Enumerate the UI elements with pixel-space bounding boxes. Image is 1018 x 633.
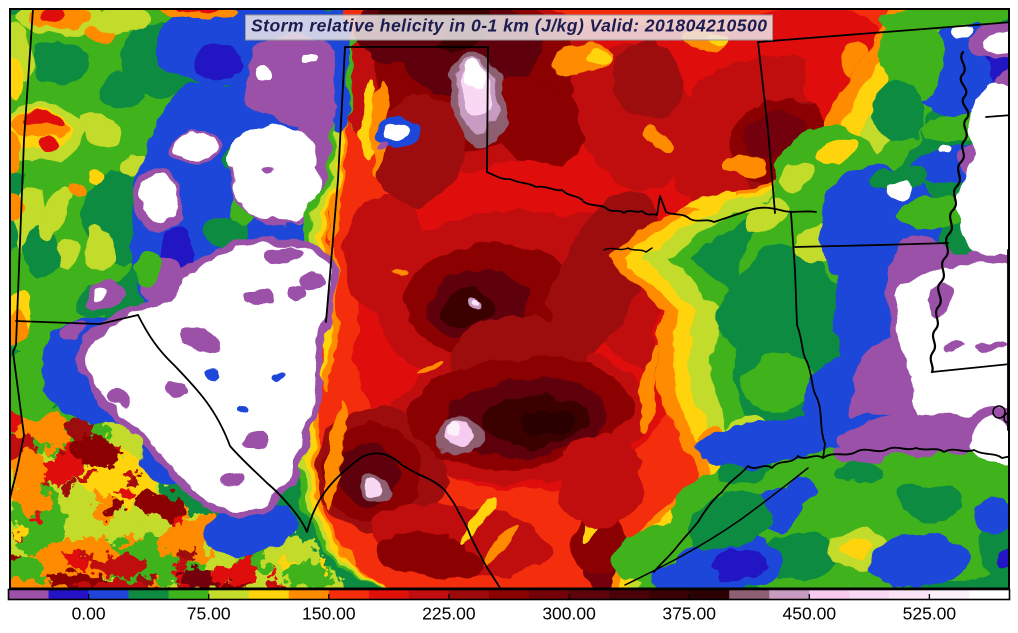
svg-text:300.00: 300.00 bbox=[542, 604, 596, 624]
svg-text:75.00: 75.00 bbox=[187, 604, 231, 624]
svg-text:Storm relative helicity in 0-1: Storm relative helicity in 0-1 km (J/kg)… bbox=[251, 15, 767, 35]
svg-text:225.00: 225.00 bbox=[422, 604, 476, 624]
svg-text:150.00: 150.00 bbox=[302, 604, 356, 624]
svg-text:375.00: 375.00 bbox=[662, 604, 716, 624]
svg-text:0.00: 0.00 bbox=[72, 604, 106, 624]
svg-text:450.00: 450.00 bbox=[783, 604, 837, 624]
svg-text:525.00: 525.00 bbox=[903, 604, 957, 624]
